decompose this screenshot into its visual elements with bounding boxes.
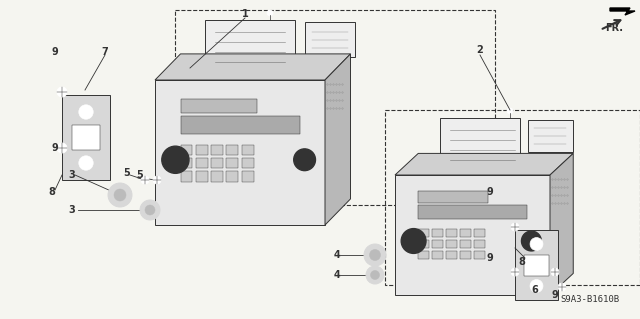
Bar xyxy=(72,125,100,150)
Circle shape xyxy=(57,87,67,97)
Circle shape xyxy=(79,105,93,119)
Text: 5: 5 xyxy=(124,168,131,178)
Bar xyxy=(180,145,193,155)
Bar xyxy=(432,240,443,248)
Circle shape xyxy=(507,108,513,114)
Text: 6: 6 xyxy=(532,285,538,295)
Circle shape xyxy=(401,229,426,253)
Circle shape xyxy=(530,259,543,271)
Text: 3: 3 xyxy=(68,205,76,215)
Bar xyxy=(227,145,238,155)
Bar xyxy=(180,116,300,134)
Text: 3: 3 xyxy=(68,170,76,180)
Bar xyxy=(460,240,471,248)
Bar xyxy=(419,190,488,203)
Polygon shape xyxy=(440,118,520,170)
Bar xyxy=(62,95,110,180)
Circle shape xyxy=(522,231,541,251)
Bar xyxy=(419,205,527,219)
Bar xyxy=(460,229,471,237)
Bar xyxy=(196,171,208,182)
Bar xyxy=(180,158,193,168)
Circle shape xyxy=(267,10,273,16)
Bar xyxy=(180,99,257,113)
Bar xyxy=(180,171,193,182)
Circle shape xyxy=(57,143,67,153)
Circle shape xyxy=(530,279,543,293)
Circle shape xyxy=(366,266,384,284)
Circle shape xyxy=(145,205,155,215)
Polygon shape xyxy=(155,80,325,225)
Text: 9: 9 xyxy=(486,253,493,263)
Bar xyxy=(432,251,443,259)
Bar xyxy=(528,120,573,152)
Text: 9: 9 xyxy=(552,290,558,300)
Circle shape xyxy=(79,156,93,170)
Polygon shape xyxy=(550,153,573,295)
Text: 9: 9 xyxy=(52,47,58,57)
Bar xyxy=(175,10,495,205)
Bar xyxy=(196,145,208,155)
Bar xyxy=(419,229,429,237)
Bar xyxy=(419,251,429,259)
Bar xyxy=(227,158,238,168)
Circle shape xyxy=(511,268,519,276)
Bar xyxy=(242,171,253,182)
Circle shape xyxy=(153,176,161,184)
Circle shape xyxy=(530,238,543,250)
Polygon shape xyxy=(325,54,351,225)
Text: 4: 4 xyxy=(333,250,340,260)
Text: 9: 9 xyxy=(52,143,58,153)
Circle shape xyxy=(294,149,316,171)
Bar xyxy=(211,145,223,155)
Text: 7: 7 xyxy=(102,47,108,57)
Bar xyxy=(446,251,457,259)
Text: FR.: FR. xyxy=(605,23,623,33)
Bar xyxy=(474,251,485,259)
Bar xyxy=(211,158,223,168)
Circle shape xyxy=(369,249,381,261)
Circle shape xyxy=(141,176,149,184)
Circle shape xyxy=(140,200,160,220)
Bar xyxy=(227,171,238,182)
Circle shape xyxy=(364,244,386,266)
Bar xyxy=(242,158,253,168)
Bar xyxy=(474,229,485,237)
Text: 4: 4 xyxy=(333,270,340,280)
Bar xyxy=(460,251,471,259)
Text: 5: 5 xyxy=(136,170,143,180)
Bar xyxy=(385,110,640,285)
Circle shape xyxy=(114,189,126,201)
Polygon shape xyxy=(205,20,295,75)
Circle shape xyxy=(108,183,132,207)
Bar xyxy=(196,158,208,168)
Bar xyxy=(474,240,485,248)
Bar xyxy=(305,22,355,57)
Circle shape xyxy=(551,268,559,276)
Polygon shape xyxy=(395,153,573,175)
Text: S9A3-B1610B: S9A3-B1610B xyxy=(560,295,619,304)
Bar xyxy=(419,240,429,248)
Bar xyxy=(211,171,223,182)
Circle shape xyxy=(162,146,189,173)
Text: 1: 1 xyxy=(242,9,248,19)
Text: 8: 8 xyxy=(518,257,525,267)
Text: 8: 8 xyxy=(49,187,56,197)
Polygon shape xyxy=(610,8,635,15)
Circle shape xyxy=(79,130,93,145)
Bar xyxy=(524,255,549,276)
Bar xyxy=(242,145,253,155)
Bar xyxy=(515,230,558,300)
Bar xyxy=(446,229,457,237)
Circle shape xyxy=(558,283,566,291)
Bar xyxy=(446,240,457,248)
Circle shape xyxy=(511,223,519,231)
Circle shape xyxy=(371,271,380,279)
Text: 9: 9 xyxy=(486,187,493,197)
Text: 2: 2 xyxy=(477,45,483,55)
Polygon shape xyxy=(395,175,550,295)
Bar xyxy=(432,229,443,237)
Polygon shape xyxy=(155,54,351,80)
